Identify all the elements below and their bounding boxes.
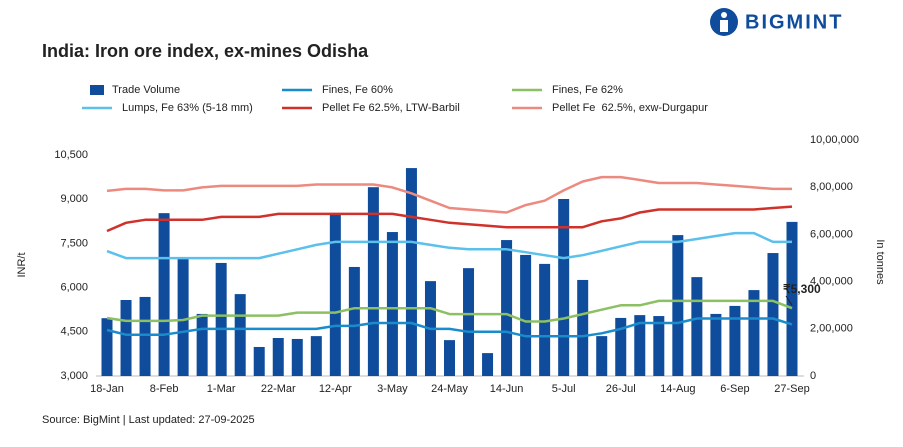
line: [106, 175, 792, 214]
x-tick-label: 22-Mar: [261, 383, 296, 395]
y-tick-label: 10,500: [54, 149, 88, 161]
bar: [577, 279, 589, 376]
bar: [329, 213, 341, 376]
y2-tick-label: 6,00,000: [810, 228, 853, 240]
x-tick-label: 5-Jul: [552, 383, 576, 395]
annotation-pointer: [785, 295, 793, 306]
line: [106, 317, 793, 338]
bar: [444, 340, 455, 376]
x-tick-label: 18-Jan: [90, 383, 124, 395]
x-tick-label: 3-May: [377, 383, 408, 395]
bar: [215, 262, 227, 376]
bar: [672, 235, 684, 376]
bar: [767, 253, 779, 376]
x-tick-label: 12-Apr: [319, 383, 352, 395]
bar: [272, 338, 284, 376]
y-axis-label: INR/t: [16, 252, 28, 277]
bar: [748, 290, 760, 376]
bar: [177, 258, 189, 376]
legend-label: Lumps, Fe 63% (5-18 mm): [122, 102, 253, 114]
line: [106, 205, 793, 233]
x-tick-label: 8-Feb: [150, 383, 179, 395]
y-tick-label: 7,500: [60, 237, 88, 249]
bar: [558, 199, 570, 376]
legend-swatch: [90, 85, 104, 95]
logo: BIGMINT: [710, 8, 843, 36]
bar: [291, 338, 303, 376]
bar: [196, 313, 208, 376]
y-tick-label: 3,000: [60, 370, 88, 382]
y2-tick-label: 10,00,000: [810, 134, 859, 146]
bar: [348, 266, 360, 376]
bar: [653, 316, 665, 376]
bar: [596, 336, 608, 376]
line: [106, 299, 793, 323]
logo-icon-body: [720, 20, 728, 32]
bar: [101, 318, 113, 376]
legend-label: Pellet Fe 62.5%, exw-Durgapur: [552, 102, 708, 114]
bar: [367, 187, 379, 376]
x-tick-label: 26-Jul: [606, 383, 636, 395]
bar: [386, 232, 398, 376]
legend-label: Fines, Fe 62%: [552, 84, 623, 96]
annotation: ₹5,300: [783, 282, 821, 296]
bar: [691, 277, 703, 376]
x-tick-label: 1-Mar: [207, 383, 236, 395]
x-tick-label: 24-May: [431, 383, 468, 395]
y2-tick-label: 8,00,000: [810, 181, 853, 193]
bar: [786, 221, 798, 376]
y2-tick-label: 0: [810, 370, 816, 382]
y-tick-label: 9,000: [60, 193, 88, 205]
x-tick-label: 14-Aug: [660, 383, 695, 395]
chart-title: India: Iron ore index, ex-mines Odisha: [42, 41, 369, 61]
legend-label: Pellet Fe 62.5%, LTW-Barbil: [322, 102, 460, 114]
bar: [158, 213, 170, 376]
bar: [539, 263, 551, 376]
y-tick-label: 4,500: [60, 326, 88, 338]
bar: [482, 353, 494, 376]
bar: [729, 305, 741, 376]
bar: [405, 168, 417, 376]
bar: [634, 315, 646, 376]
bar: [139, 296, 151, 376]
bar: [615, 317, 627, 376]
bar: [120, 300, 132, 376]
y2-axis-label: In tonnes: [874, 239, 886, 285]
y-tick-label: 6,000: [60, 282, 88, 294]
bar: [501, 240, 513, 376]
source: Source: BigMint | Last updated: 27-09-20…: [42, 414, 255, 426]
x-tick-label: 6-Sep: [720, 383, 749, 395]
legend-label: Fines, Fe 60%: [322, 84, 393, 96]
brand: BIGMINT: [745, 11, 843, 33]
x-tick-label: 14-Jun: [490, 383, 524, 395]
bar: [463, 268, 475, 376]
bar: [710, 313, 722, 376]
logo-icon-dot: [721, 12, 727, 18]
bar: [253, 346, 265, 376]
bar: [520, 254, 532, 376]
y2-tick-label: 2,00,000: [810, 323, 853, 335]
y2-tick-label: 4,00,000: [810, 276, 853, 288]
bar: [234, 294, 246, 376]
x-tick-label: 27-Sep: [774, 383, 809, 395]
line: [106, 231, 792, 260]
legend-label: Trade Volume: [112, 84, 180, 96]
bar: [310, 336, 322, 376]
